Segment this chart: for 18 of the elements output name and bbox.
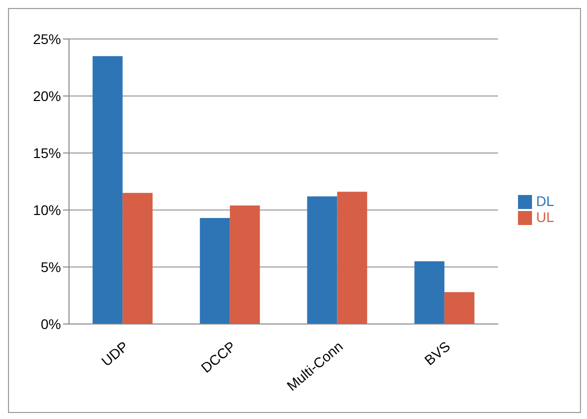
y-tick-label: 10% <box>32 202 61 218</box>
legend-label: UL <box>536 209 554 225</box>
y-tick-label: 0% <box>40 316 61 332</box>
y-tick-label: 5% <box>40 258 61 275</box>
x-tick-label: UDP <box>98 338 132 370</box>
bar <box>230 205 260 324</box>
y-tick-label: 25% <box>32 30 61 47</box>
y-tick-label: 20% <box>32 88 61 104</box>
x-tick-label: BVS <box>421 338 454 368</box>
bar <box>337 192 368 324</box>
bar <box>307 196 338 324</box>
bar <box>444 292 474 324</box>
bar <box>92 56 123 324</box>
bar <box>200 218 230 324</box>
legend-label: DL <box>536 192 554 209</box>
bar <box>122 192 153 324</box>
bar <box>414 261 444 324</box>
y-tick-label: 15% <box>32 144 61 161</box>
